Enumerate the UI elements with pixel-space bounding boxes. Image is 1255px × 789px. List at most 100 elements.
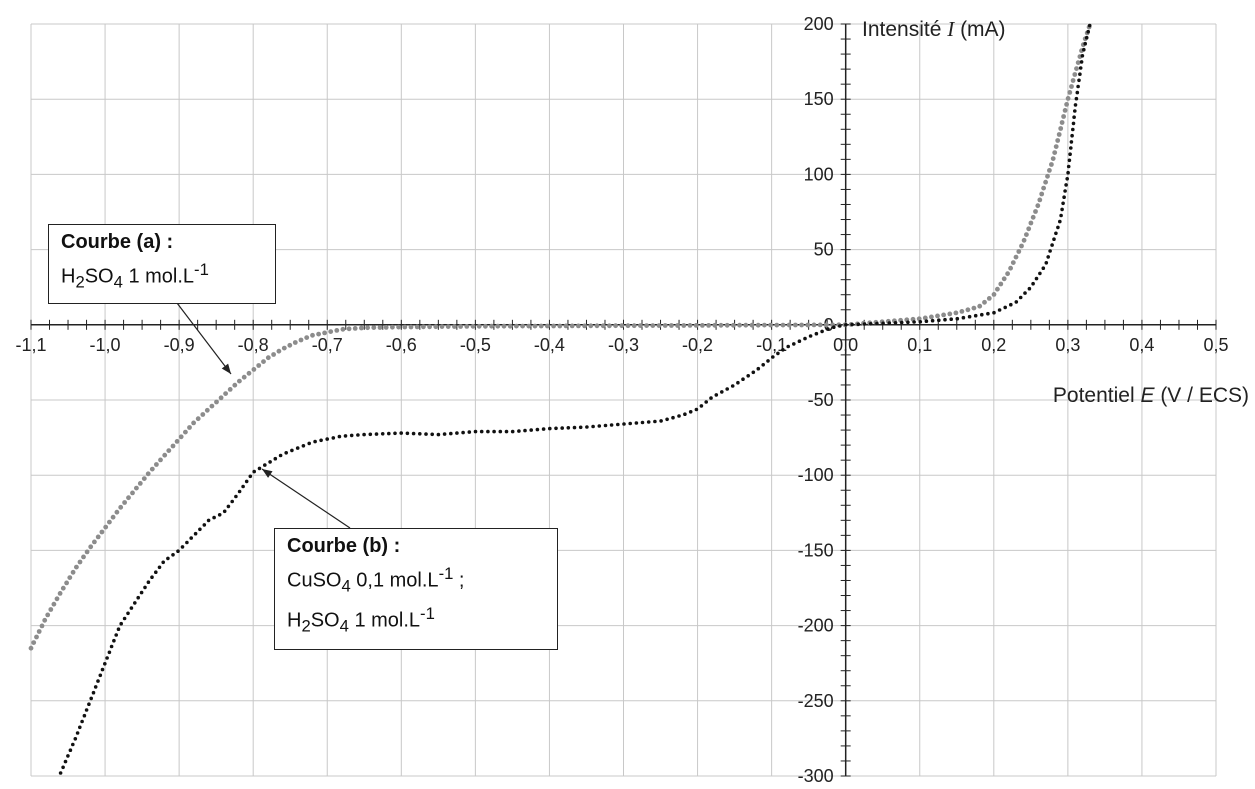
data-point bbox=[1083, 41, 1087, 46]
x-tick-label: -0,2 bbox=[682, 335, 713, 355]
data-point bbox=[157, 565, 162, 570]
data-point bbox=[100, 667, 105, 672]
data-point bbox=[699, 404, 704, 408]
data-point bbox=[166, 556, 170, 561]
data-point bbox=[1058, 126, 1064, 131]
data-point bbox=[548, 426, 552, 431]
data-point bbox=[214, 399, 219, 405]
data-point bbox=[585, 425, 589, 429]
data-point bbox=[489, 323, 494, 329]
data-point bbox=[78, 725, 82, 730]
data-point bbox=[126, 495, 131, 501]
y-tick-label: -250 bbox=[798, 691, 834, 711]
data-point bbox=[947, 311, 953, 317]
data-point bbox=[514, 323, 519, 329]
data-point bbox=[374, 432, 379, 436]
data-point bbox=[1027, 286, 1032, 291]
data-point bbox=[227, 387, 233, 392]
data-point bbox=[838, 324, 842, 328]
data-point bbox=[712, 322, 718, 328]
data-point bbox=[71, 742, 75, 747]
callout-courbe-b: Courbe (b) : CuSO4 0,1 mol.L-1 ; H2SO4 1… bbox=[274, 528, 558, 650]
data-point bbox=[57, 591, 63, 596]
data-point bbox=[535, 427, 540, 432]
data-point bbox=[98, 673, 103, 678]
data-point bbox=[61, 765, 65, 770]
data-point bbox=[1014, 300, 1019, 304]
data-point bbox=[588, 323, 594, 329]
data-point bbox=[268, 460, 272, 464]
data-point bbox=[39, 623, 45, 629]
x-tick-label: -0,5 bbox=[460, 335, 491, 355]
data-point bbox=[411, 431, 416, 436]
data-point bbox=[669, 323, 674, 328]
data-point bbox=[1075, 60, 1081, 65]
data-point bbox=[1044, 261, 1049, 265]
data-point bbox=[273, 456, 278, 461]
data-point bbox=[433, 324, 439, 330]
data-point bbox=[195, 416, 201, 422]
data-point bbox=[893, 321, 898, 325]
data-point bbox=[781, 348, 785, 352]
data-point bbox=[252, 469, 256, 474]
data-point bbox=[51, 601, 57, 607]
data-point bbox=[1074, 96, 1079, 101]
data-point bbox=[74, 564, 79, 570]
x-tick-label: -1,1 bbox=[15, 335, 46, 355]
data-point bbox=[912, 320, 916, 324]
data-point bbox=[295, 446, 300, 450]
data-point bbox=[63, 759, 68, 764]
data-point bbox=[119, 621, 123, 626]
data-point bbox=[1065, 177, 1069, 181]
data-point bbox=[1061, 201, 1065, 206]
data-point bbox=[143, 585, 147, 590]
data-point bbox=[171, 553, 175, 557]
data-point bbox=[1030, 214, 1036, 220]
data-point bbox=[746, 374, 750, 378]
data-point bbox=[430, 432, 435, 437]
data-point bbox=[464, 324, 470, 329]
data-point bbox=[961, 315, 966, 320]
data-point bbox=[136, 595, 140, 600]
data-point bbox=[402, 324, 408, 330]
data-point bbox=[67, 575, 73, 580]
data-point bbox=[174, 439, 180, 444]
data-point bbox=[1076, 84, 1080, 89]
data-point bbox=[683, 412, 687, 417]
data-point bbox=[1067, 90, 1073, 95]
x-tick-label: 0,3 bbox=[1055, 335, 1080, 355]
data-point bbox=[1034, 276, 1039, 281]
data-point bbox=[545, 323, 550, 329]
y-tick-label: -100 bbox=[798, 465, 834, 485]
tick-labels: -1,1 -1,0 -0,9 -0,8 -0,7 -0,6 -0,5 -0,4 -0,3 -0,2… bbox=[15, 14, 1228, 786]
data-point bbox=[346, 326, 352, 332]
data-point bbox=[263, 463, 267, 467]
data-point bbox=[66, 754, 70, 758]
data-point bbox=[786, 344, 790, 349]
data-point bbox=[1056, 132, 1062, 137]
data-point bbox=[261, 359, 266, 364]
x-tick-label: 0,4 bbox=[1129, 335, 1154, 355]
data-point bbox=[1079, 60, 1084, 64]
grid bbox=[30, 23, 1217, 777]
data-point bbox=[206, 518, 211, 523]
data-point bbox=[191, 420, 197, 426]
data-point bbox=[868, 322, 873, 326]
data-point bbox=[1028, 220, 1034, 226]
x-tick-label: 0,2 bbox=[981, 335, 1006, 355]
data-point bbox=[1049, 162, 1054, 167]
data-point bbox=[1046, 255, 1050, 259]
data-point bbox=[720, 390, 724, 394]
data-point bbox=[1038, 271, 1042, 276]
arrow-courbe-a-head bbox=[221, 363, 231, 374]
data-point bbox=[149, 466, 155, 472]
data-point bbox=[473, 429, 478, 434]
data-point bbox=[600, 323, 606, 329]
data-point bbox=[48, 607, 54, 612]
data-point bbox=[116, 627, 121, 631]
x-tick-label: -0,6 bbox=[386, 335, 417, 355]
series-group bbox=[28, 23, 1092, 775]
data-point bbox=[80, 719, 84, 724]
data-point bbox=[200, 412, 206, 417]
data-point bbox=[368, 432, 373, 437]
